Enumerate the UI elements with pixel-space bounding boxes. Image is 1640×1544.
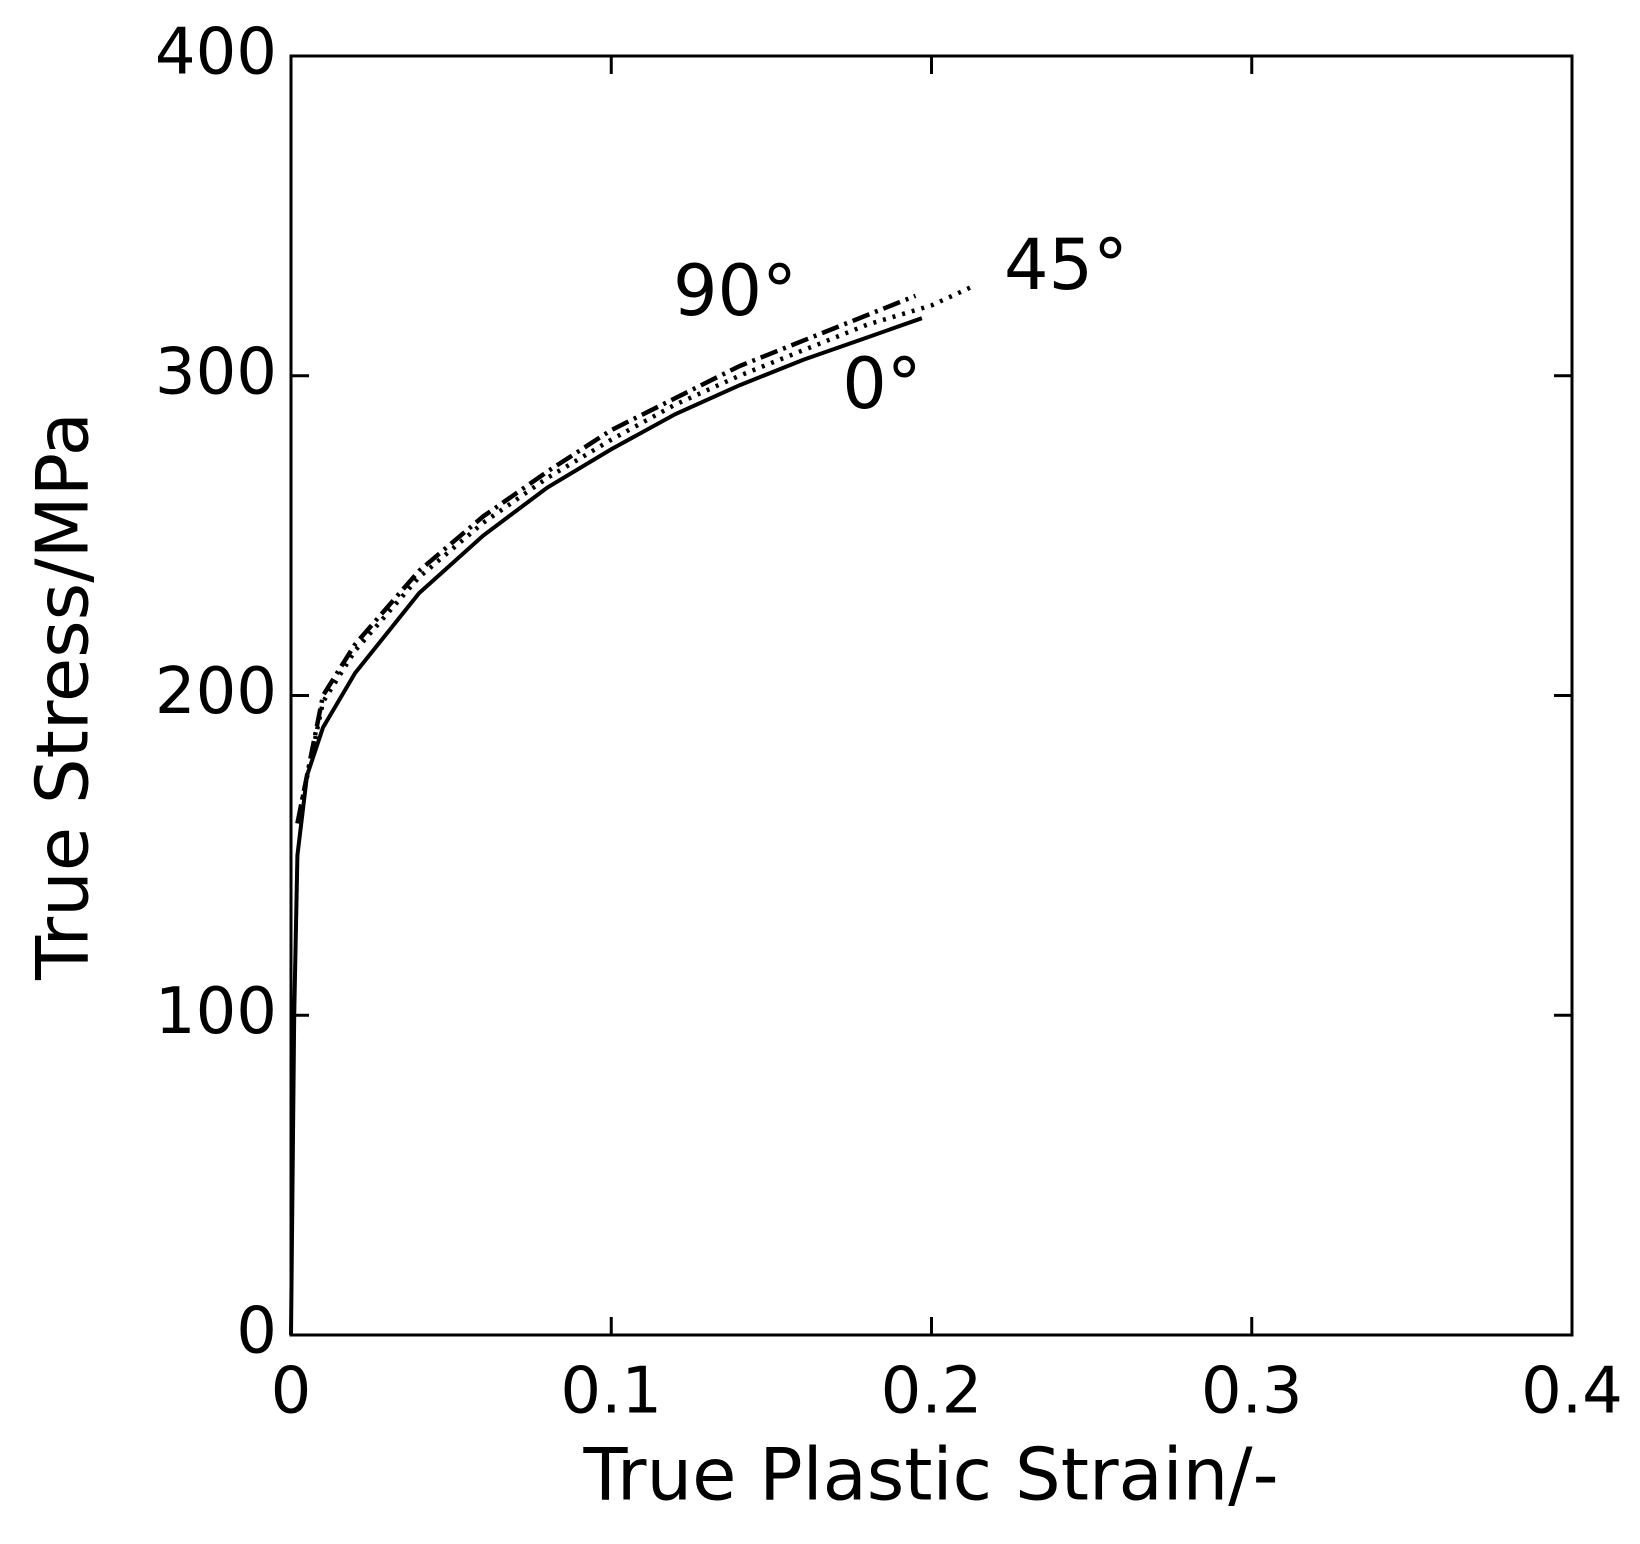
annotation: 0°: [842, 343, 922, 425]
y-tick-label: 200: [155, 655, 277, 729]
y-axis-label: True Stress/MPa: [21, 412, 105, 981]
x-tick-label: 0.2: [881, 1355, 983, 1429]
line-series: [295, 293, 917, 824]
line-series: [289, 316, 923, 1336]
line-series: [298, 284, 975, 808]
x-axis-label: True Plastic Strain/-: [582, 1433, 1278, 1517]
y-tick-label: 400: [155, 16, 277, 90]
annotation: 45°: [1004, 224, 1128, 306]
x-tick-label: 0: [271, 1355, 312, 1429]
x-tick-label: 0.4: [1521, 1355, 1623, 1429]
y-tick-label: 100: [155, 975, 277, 1049]
annotation: 90°: [673, 250, 797, 332]
x-tick-label: 0.1: [560, 1355, 662, 1429]
y-tick-label: 300: [155, 335, 277, 409]
plot-frame: [289, 54, 1574, 1337]
y-tick-label: 0: [236, 1295, 277, 1369]
x-tick-label: 0.3: [1201, 1355, 1303, 1429]
